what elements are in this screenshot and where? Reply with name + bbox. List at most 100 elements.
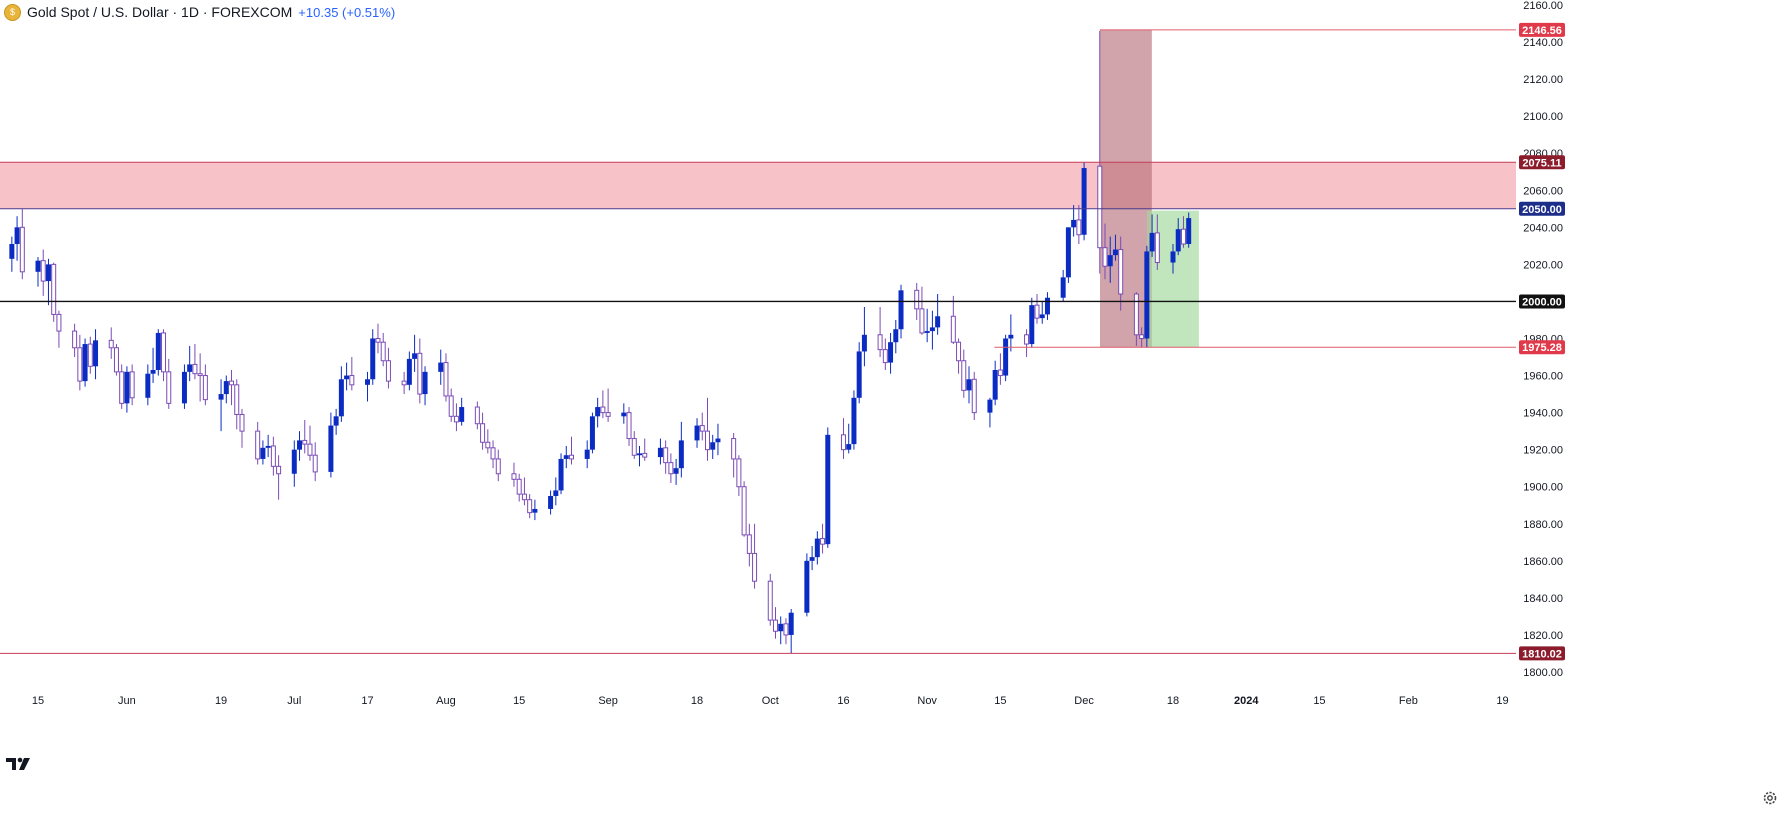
- candle-body: [40, 260, 46, 282]
- y-tick-label: 2120.00: [1523, 74, 1563, 86]
- y-tick-label: 2160.00: [1523, 0, 1563, 12]
- candle-body: [736, 458, 742, 488]
- candle-body: [882, 349, 888, 364]
- x-tick-label: 15: [1313, 695, 1325, 707]
- candle-body: [260, 447, 266, 459]
- candle-body: [239, 413, 245, 432]
- candle-body: [1102, 247, 1108, 267]
- x-tick-label: 15: [32, 695, 44, 707]
- gold-coin-icon: $: [4, 3, 21, 21]
- gear-icon[interactable]: [1762, 790, 1778, 806]
- candle-body: [1008, 334, 1014, 339]
- x-tick-label: 15: [513, 695, 525, 707]
- price-label-badge: [1519, 294, 1565, 309]
- candle-body: [150, 369, 156, 374]
- x-tick-label: 18: [691, 695, 703, 707]
- x-tick-label: 19: [215, 695, 227, 707]
- candle-body: [1186, 218, 1192, 245]
- candle-body: [485, 441, 491, 449]
- y-tick-label: 2060.00: [1523, 185, 1563, 197]
- candle-body: [893, 329, 899, 343]
- candle-body: [694, 425, 700, 441]
- candle-body: [302, 439, 308, 445]
- candle-body: [443, 362, 449, 397]
- candle-body: [563, 455, 569, 459]
- candle-body: [124, 371, 130, 404]
- candle-body: [1139, 334, 1145, 339]
- candle-body: [270, 445, 276, 467]
- candle-body: [752, 552, 758, 582]
- candle-body: [1133, 293, 1139, 336]
- candle-body: [1081, 168, 1087, 235]
- candle-body: [1024, 334, 1030, 345]
- candle-body: [401, 380, 407, 386]
- candle-body: [422, 371, 428, 395]
- candle-body: [595, 407, 601, 417]
- candle-body: [772, 619, 778, 632]
- candle-body: [145, 373, 151, 398]
- candle-body: [1065, 227, 1071, 278]
- candle-body: [971, 378, 977, 414]
- x-tick-label: Nov: [917, 695, 937, 707]
- y-tick-label: 2020.00: [1523, 259, 1563, 271]
- candle-body: [678, 440, 684, 469]
- candle-body: [820, 538, 826, 545]
- candle-body: [474, 406, 480, 425]
- candle-body: [516, 478, 522, 495]
- y-tick-label: 1900.00: [1523, 482, 1563, 494]
- candle-body: [1044, 297, 1050, 315]
- symbol-title[interactable]: Gold Spot / U.S. Dollar · 1D · FOREXCOM: [27, 4, 293, 20]
- candle-body: [600, 406, 606, 414]
- y-tick-label: 1960.00: [1523, 371, 1563, 383]
- candle-body: [1175, 229, 1181, 252]
- candle-body: [276, 465, 282, 475]
- levels-layer: [0, 29, 1516, 654]
- y-tick-label: 1920.00: [1523, 445, 1563, 457]
- candle-body: [589, 416, 595, 450]
- candle-body: [558, 458, 564, 491]
- candle-body: [365, 379, 371, 385]
- candle-body: [229, 380, 235, 386]
- candle-body: [93, 340, 99, 367]
- candle-body: [521, 493, 527, 501]
- price-change: +10.35 (+0.51%): [298, 4, 396, 20]
- candle-body: [255, 430, 261, 460]
- x-tick-label: 18: [1167, 695, 1179, 707]
- y-tick-label: 1820.00: [1523, 630, 1563, 642]
- price-label-badge: [1519, 155, 1565, 170]
- candle-body: [710, 442, 716, 450]
- y-tick-label: 2140.00: [1523, 37, 1563, 49]
- candle-body: [1154, 232, 1160, 264]
- candle-body: [9, 244, 15, 259]
- candle-body: [349, 375, 355, 386]
- candle-body: [35, 260, 41, 272]
- candle-body: [14, 227, 20, 245]
- candle-body: [108, 339, 114, 349]
- candle-body: [621, 412, 627, 417]
- candle-body: [997, 369, 1003, 377]
- candle-body: [663, 447, 669, 464]
- candle-body: [814, 538, 820, 558]
- candle-body: [950, 315, 956, 343]
- x-tick-label: Jun: [118, 695, 136, 707]
- candle-body: [704, 430, 710, 451]
- candle-body: [929, 327, 935, 332]
- candle-body: [746, 534, 752, 554]
- candle-body: [459, 407, 465, 422]
- candle-body: [1149, 232, 1155, 252]
- x-tick-label: 15: [994, 695, 1006, 707]
- candle-body: [161, 332, 167, 373]
- tradingview-logo-icon[interactable]: [6, 756, 34, 772]
- candle-body: [861, 334, 867, 352]
- candle-body: [412, 353, 418, 359]
- x-tick-label: Aug: [436, 695, 456, 707]
- candle-body: [187, 364, 193, 372]
- candle-body: [1170, 251, 1176, 263]
- candle-body: [992, 369, 998, 400]
- candle-body: [87, 343, 93, 367]
- candle-body: [181, 371, 187, 404]
- candle-body: [119, 371, 125, 404]
- candle-body: [584, 449, 590, 459]
- candle-body: [77, 347, 83, 382]
